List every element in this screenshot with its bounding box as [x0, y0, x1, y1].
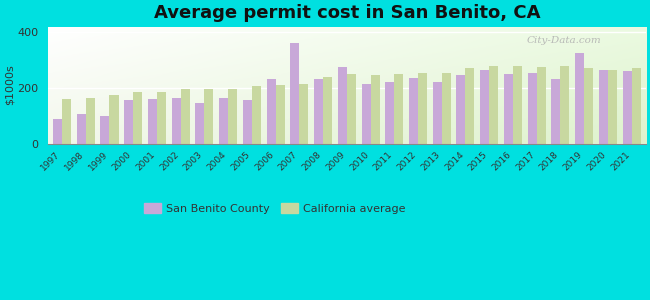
Bar	[385, 82, 395, 144]
Bar	[62, 99, 71, 144]
Bar	[243, 100, 252, 144]
Bar	[338, 67, 347, 144]
Bar	[560, 65, 569, 144]
Bar	[608, 70, 617, 144]
Bar	[551, 80, 560, 144]
Bar	[361, 84, 370, 144]
Bar	[465, 68, 474, 144]
Bar	[537, 67, 546, 144]
Bar	[347, 74, 356, 144]
Bar	[77, 114, 86, 144]
Bar	[409, 78, 418, 144]
Text: City-Data.com: City-Data.com	[526, 36, 601, 45]
Bar	[575, 53, 584, 144]
Bar	[480, 70, 489, 144]
Bar	[228, 89, 237, 144]
Bar	[181, 89, 190, 144]
Bar	[204, 89, 213, 144]
Bar	[124, 100, 133, 144]
Bar	[395, 74, 403, 144]
Bar	[370, 75, 380, 144]
Bar	[632, 68, 641, 144]
Bar	[196, 103, 204, 144]
Y-axis label: $1000s: $1000s	[4, 65, 14, 105]
Bar	[314, 80, 323, 144]
Bar	[599, 70, 608, 144]
Bar	[276, 85, 285, 144]
Bar	[133, 92, 142, 144]
Bar	[148, 99, 157, 144]
Bar	[109, 95, 118, 144]
Bar	[433, 82, 442, 144]
Bar	[489, 65, 498, 144]
Bar	[513, 65, 522, 144]
Bar	[300, 84, 308, 144]
Bar	[323, 77, 332, 144]
Bar	[101, 116, 109, 144]
Bar	[266, 80, 276, 144]
Bar	[442, 73, 450, 144]
Bar	[456, 75, 465, 144]
Title: Average permit cost in San Benito, CA: Average permit cost in San Benito, CA	[153, 4, 540, 22]
Bar	[219, 98, 228, 144]
Legend: San Benito County, California average: San Benito County, California average	[140, 198, 410, 218]
Bar	[504, 74, 513, 144]
Bar	[291, 43, 300, 144]
Bar	[584, 68, 593, 144]
Bar	[157, 92, 166, 144]
Bar	[53, 118, 62, 144]
Bar	[528, 73, 537, 144]
Bar	[86, 98, 95, 144]
Bar	[252, 86, 261, 144]
Bar	[623, 71, 632, 144]
Bar	[172, 98, 181, 144]
Bar	[418, 73, 427, 144]
